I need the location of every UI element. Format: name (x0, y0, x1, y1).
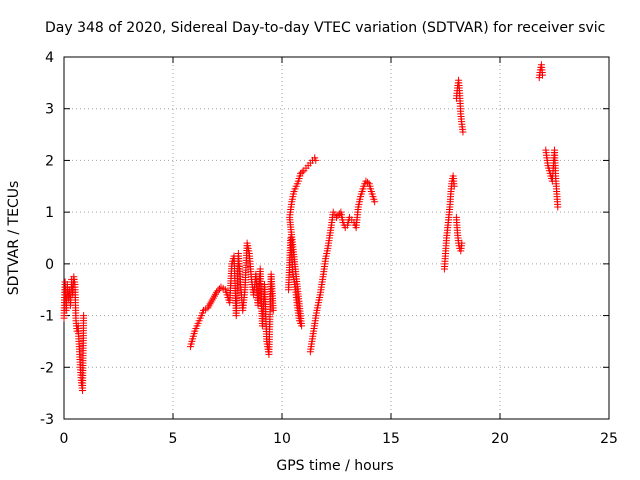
data-point-interp (214, 287, 222, 295)
data-point (554, 203, 562, 211)
y-tick-label: -2 (40, 360, 54, 376)
x-axis: 0 5 10 15 20 25 (60, 57, 618, 447)
y-axis: -3 -2 -1 0 1 2 3 4 (40, 50, 609, 428)
x-tick-label: 15 (382, 431, 400, 447)
data-point (459, 128, 467, 136)
data-point (80, 312, 88, 320)
plot-frame (63, 56, 610, 420)
x-tick-label: 5 (169, 431, 178, 447)
data-point-interp (334, 212, 342, 220)
data-point (312, 156, 320, 164)
x-tick-label: 25 (600, 431, 618, 447)
data-point (213, 288, 221, 296)
x-tick-label: 20 (491, 431, 509, 447)
x-axis-label: GPS time / hours (276, 458, 393, 474)
y-tick-label: 2 (45, 153, 54, 169)
x-tick-label: 10 (273, 431, 291, 447)
chart-title: Day 348 of 2020, Sidereal Day-to-day VTE… (45, 20, 605, 36)
data-points (60, 61, 562, 395)
data-point (450, 182, 458, 190)
y-axis-label: SDTVAR / TECUs (6, 181, 22, 296)
x-tick-label: 0 (60, 431, 69, 447)
y-tick-label: 3 (45, 102, 54, 118)
y-tick-label: 4 (45, 50, 54, 66)
y-tick-label: -1 (40, 309, 54, 325)
y-tick-label: 0 (45, 257, 54, 273)
y-tick-label: 1 (45, 205, 54, 221)
data-point (458, 239, 466, 247)
data-point-interp (364, 178, 372, 186)
y-tick-label: -3 (40, 412, 54, 428)
data-point (371, 198, 379, 206)
data-point (539, 71, 547, 79)
data-point (269, 306, 277, 314)
data-point-interp (298, 168, 306, 176)
